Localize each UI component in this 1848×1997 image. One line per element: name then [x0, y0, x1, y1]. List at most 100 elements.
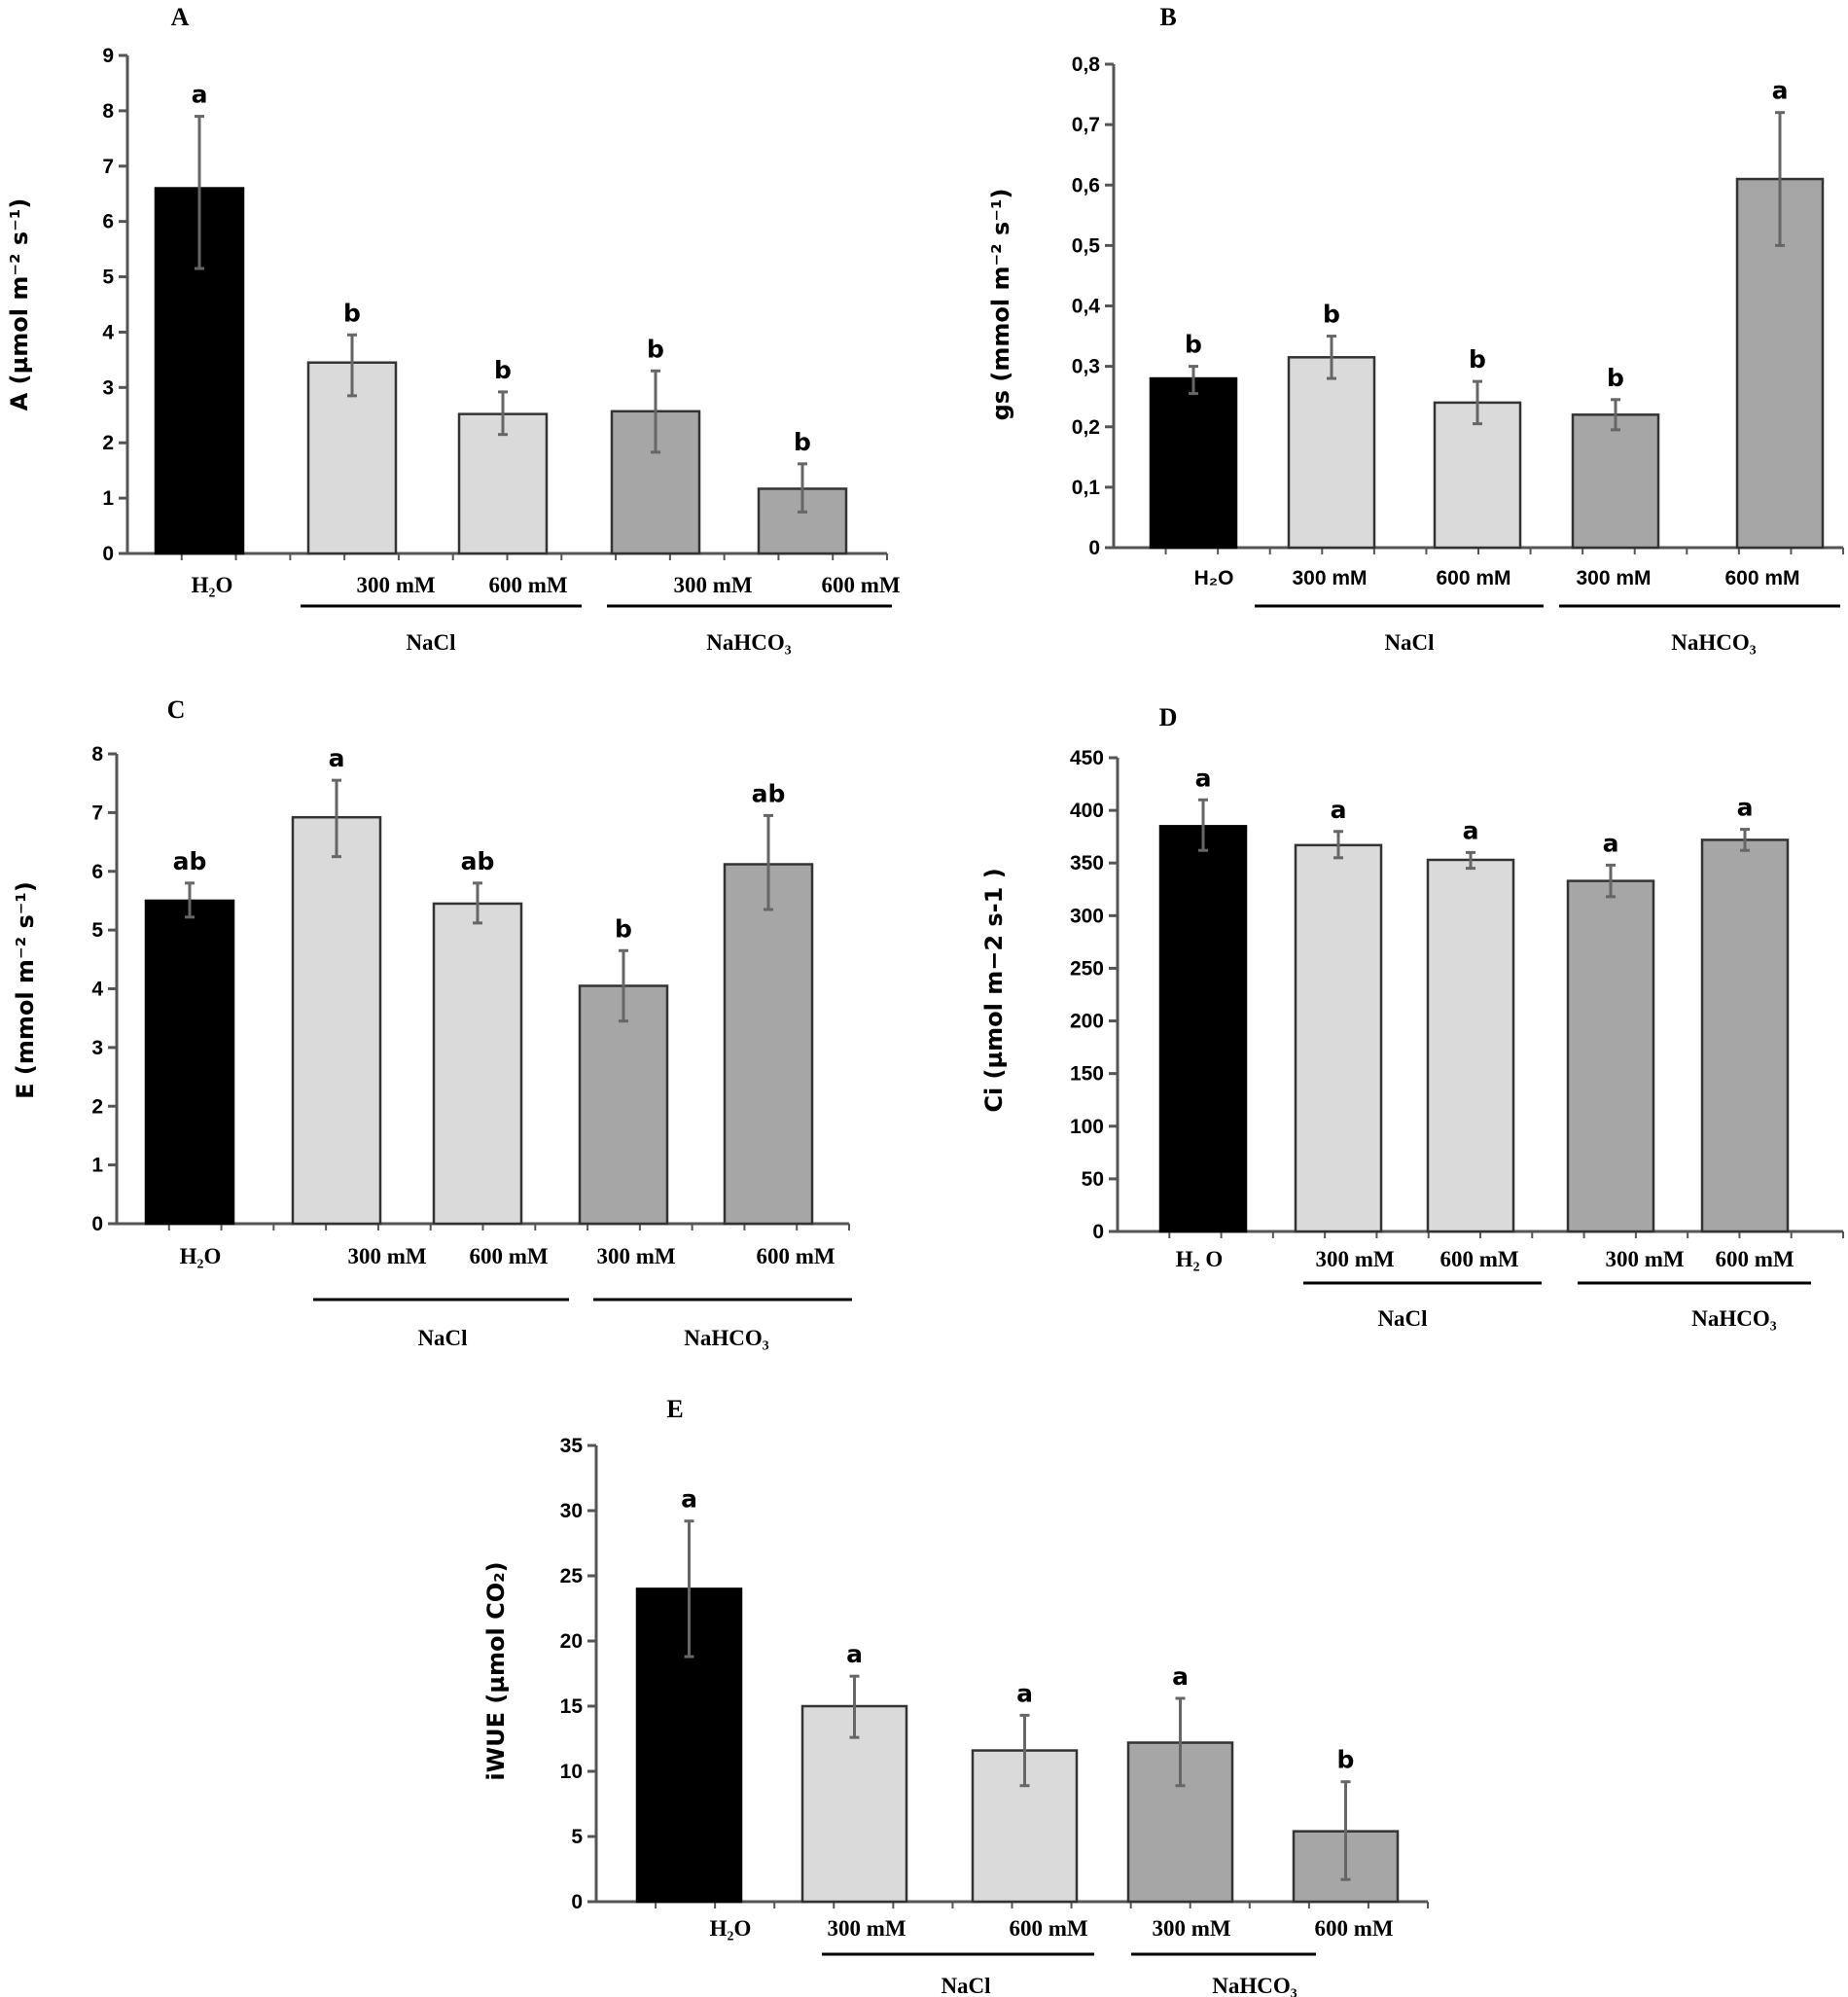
bar [432, 902, 523, 1226]
x-category-label: 300 mM [347, 1244, 426, 1268]
y-tick-label: 50 [1082, 1168, 1104, 1191]
x-category-label: 600 mM [1724, 567, 1799, 589]
significance-label: a [329, 744, 345, 772]
panel-label: A [171, 3, 190, 31]
y-tick-label: 0 [571, 1891, 583, 1913]
y-tick-label: 0 [91, 1213, 103, 1235]
significance-label: b [647, 335, 664, 363]
x-category-label: 300 mM [1292, 567, 1367, 589]
panel-label: E [666, 1395, 683, 1423]
y-tick-label: 150 [1070, 1063, 1104, 1086]
y-tick-label: 0 [1088, 537, 1100, 559]
x-category-label: 600 mM [1439, 1247, 1518, 1271]
group-label: NaHCO₃ [684, 1326, 769, 1350]
x-category-label: 600 mM [1009, 1916, 1087, 1941]
significance-label: b [1607, 364, 1624, 392]
y-tick-label: 1 [102, 487, 114, 510]
y-tick-label: 250 [1070, 957, 1104, 980]
y-tick-label: 0,3 [1072, 356, 1100, 378]
panel-label: D [1159, 703, 1178, 731]
y-tick-label: 30 [560, 1500, 583, 1522]
x-category-label: 300 mM [827, 1916, 906, 1941]
y-tick-label: 25 [560, 1565, 584, 1587]
group-label: NaHCO₃ [1691, 1306, 1777, 1331]
y-tick-label: 35 [560, 1435, 584, 1457]
x-category-label: 300 mM [1315, 1247, 1394, 1271]
y-tick-label: 350 [1070, 852, 1104, 874]
y-tick-label: 0,7 [1072, 114, 1100, 136]
significance-label: ab [461, 847, 495, 875]
y-tick-label: 0,8 [1072, 53, 1101, 76]
y-tick-label: 0,5 [1072, 234, 1101, 257]
chart-panel-b: B 0 0,1 0,2 0,3 0,4 0,5 0,6 0,7 0,8 gs (mmol m⁻² s… [987, 3, 1844, 655]
significance-label: b [794, 428, 811, 456]
significance-label: a [1331, 796, 1347, 824]
x-category-label: 600 mM [821, 573, 900, 597]
significance-label: a [1172, 1662, 1189, 1691]
x-category-label: 600 mM [1715, 1247, 1794, 1271]
y-axis-label: E (mmol m⁻² s⁻¹) [12, 881, 39, 1099]
x-category-label: 300 mM [596, 1244, 675, 1268]
bar [1566, 879, 1655, 1233]
significance-label: a [1016, 1679, 1033, 1707]
y-tick-label: 4 [91, 979, 103, 1001]
x-category-label: 600 mM [756, 1244, 835, 1268]
x-category-label: 600 mM [469, 1244, 548, 1268]
significance-label: ab [752, 779, 786, 807]
x-category-label: H₂O [180, 1244, 222, 1268]
y-tick-label: 5 [102, 267, 114, 289]
group-label: NaHCO₃ [706, 630, 792, 655]
y-tick-label: 0,1 [1072, 477, 1101, 499]
y-tick-label: 3 [91, 1037, 103, 1059]
y-tick-label: 0 [102, 543, 114, 565]
y-tick-label: 6 [102, 211, 114, 233]
y-tick-label: 10 [560, 1761, 583, 1783]
significance-label: b [615, 914, 632, 943]
x-category-label: H₂O [710, 1916, 752, 1941]
y-axis-label: Ci (µmol m−2 s-1 ) [980, 868, 1008, 1112]
significance-label: b [1323, 301, 1340, 329]
chart-panel-d: D 0 50 100 150 200 250 300 350 400 450 Ci (µmol m−2… [980, 703, 1844, 1331]
group-label: NaCl [417, 1326, 467, 1350]
y-tick-label: 0,2 [1072, 416, 1100, 439]
x-category-label: H₂O [192, 573, 233, 597]
y-tick-label: 8 [102, 100, 114, 123]
y-tick-label: 100 [1070, 1116, 1104, 1138]
x-category-label: 600 mM [1314, 1916, 1393, 1941]
y-tick-label: 200 [1070, 1011, 1104, 1033]
y-tick-label: 4 [102, 321, 114, 343]
x-category-label: H₂O [1194, 567, 1234, 589]
significance-label: b [1337, 1746, 1355, 1774]
significance-label: a [1603, 829, 1619, 857]
y-tick-label: 300 [1070, 905, 1104, 927]
x-category-label: 300 mM [1152, 1916, 1230, 1941]
bar [723, 863, 814, 1226]
group-label: NaCl [1384, 630, 1434, 655]
bar [1294, 843, 1383, 1233]
bar [1158, 825, 1248, 1233]
significance-label: b [494, 356, 512, 384]
significance-label: a [192, 81, 208, 109]
significance-label: a [1195, 764, 1212, 792]
y-tick-label: 6 [91, 861, 103, 883]
bar [1426, 858, 1515, 1233]
bar [1287, 356, 1376, 550]
group-label: NaHCO₃ [1212, 1974, 1297, 1997]
y-tick-label: 15 [560, 1695, 584, 1718]
y-tick-label: 2 [91, 1095, 103, 1118]
bar [578, 984, 669, 1226]
y-tick-label: 5 [91, 919, 103, 942]
y-tick-label: 400 [1070, 800, 1104, 822]
panel-label: B [1159, 3, 1176, 31]
x-category-label: 600 mM [1436, 567, 1510, 589]
bar [1149, 376, 1238, 550]
significance-label: ab [173, 847, 207, 875]
y-tick-label: 0,6 [1072, 174, 1100, 196]
bar [291, 815, 382, 1226]
x-category-label: 600 mM [488, 573, 567, 597]
group-label: NaCl [1377, 1306, 1427, 1331]
y-tick-label: 3 [102, 376, 114, 399]
y-tick-label: 7 [102, 156, 114, 178]
significance-label: a [846, 1640, 863, 1668]
